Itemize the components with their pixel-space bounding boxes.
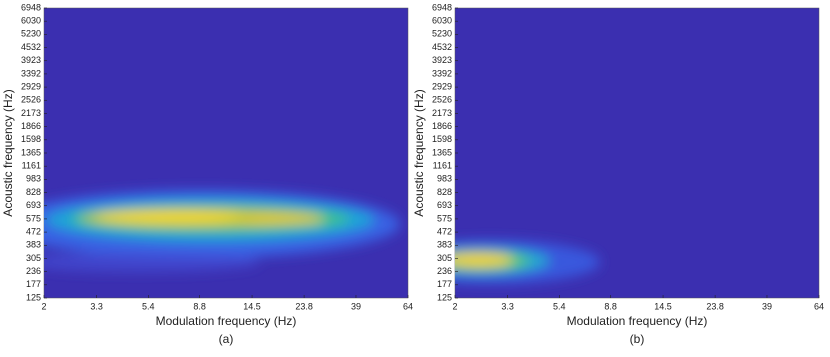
y-tick-label: 693 [437,200,452,210]
heat-blob [44,190,400,272]
x-tick-label: 64 [814,301,824,311]
y-tick-label: 305 [26,253,41,263]
x-tick-label: 14.5 [243,301,261,311]
y-tick-label: 1866 [432,121,452,131]
y-axis-label: Acoustic frequency (Hz) [1,89,15,216]
x-tick-label: 2 [452,301,457,311]
y-tick-label: 472 [437,226,452,236]
y-tick-label: 1365 [432,147,452,157]
x-tick-label: 2 [41,301,46,311]
y-tick-label: 2929 [432,81,452,91]
y-tick-label: 1866 [21,121,41,131]
y-tick-label: 6030 [21,16,41,26]
y-tick-label: 2526 [21,95,41,105]
y-tick-label: 177 [437,279,452,289]
y-tick-label: 1161 [22,161,41,171]
x-tick-label: 8.8 [604,301,617,311]
x-tick-label: 64 [403,301,413,311]
y-tick-label: 828 [437,187,452,197]
y-tick-label: 5230 [21,29,41,39]
y-tick-label: 1365 [21,147,41,157]
y-tick-label: 1161 [433,161,452,171]
x-tick-label: 3.3 [501,301,514,311]
y-tick-label: 1598 [21,134,41,144]
x-tick-label: 14.5 [654,301,672,311]
y-tick-label: 383 [437,240,452,250]
x-tick-label: 23.8 [706,301,724,311]
y-tick-label: 2929 [21,81,41,91]
panel-b: 2 3.3 5.4 8.8 14.5 23.8 39 64 125 177 236 305 383 472… [412,2,824,346]
y-tick-label: 575 [26,213,41,223]
y-tick-label: 983 [26,174,41,184]
x-tick-label: 39 [762,301,772,311]
y-tick-label: 4532 [21,42,41,52]
caption: (b) [630,332,645,346]
y-tick-label: 828 [26,187,41,197]
x-tick-label: 5.4 [142,301,155,311]
y-tick-label: 5230 [432,29,452,39]
x-tick-label: 3.3 [90,301,103,311]
x-tick-label: 5.4 [553,301,566,311]
x-tick-label: 23.8 [295,301,313,311]
y-tick-label: 1598 [432,134,452,144]
y-tick-label: 3392 [432,68,452,78]
y-tick-label: 575 [437,213,452,223]
x-tick-label: 39 [351,301,361,311]
y-tick-label: 2173 [21,108,41,118]
y-tick-label: 2173 [432,108,452,118]
y-tick-label: 3392 [21,68,41,78]
y-tick-label: 472 [26,226,41,236]
y-tick-label: 6030 [432,16,452,26]
x-axis-label: Modulation frequency (Hz) [567,314,708,328]
y-tick-label: 4532 [432,42,452,52]
y-tick-label: 6948 [21,2,41,12]
y-tick-label: 693 [26,200,41,210]
y-tick-label: 3923 [21,55,41,65]
y-tick-label: 6948 [432,2,452,12]
y-tick-label: 125 [26,292,41,302]
y-tick-label: 305 [437,253,452,263]
y-tick-label: 2526 [432,95,452,105]
caption: (a) [219,332,234,346]
y-tick-label: 983 [437,174,452,184]
y-tick-label: 236 [437,266,452,276]
y-tick-label: 3923 [432,55,452,65]
x-tick-label: 8.8 [193,301,206,311]
y-tick-label: 177 [26,279,41,289]
y-tick-label: 125 [437,292,452,302]
x-axis-label: Modulation frequency (Hz) [156,314,297,328]
heat-blob [455,240,600,284]
y-axis-label: Acoustic frequency (Hz) [412,89,426,216]
panel-a: 2 3.3 5.4 8.8 14.5 23.8 39 64 125 177 236 305 383 472… [1,2,413,346]
y-tick-label: 236 [26,266,41,276]
y-tick-label: 383 [26,240,41,250]
